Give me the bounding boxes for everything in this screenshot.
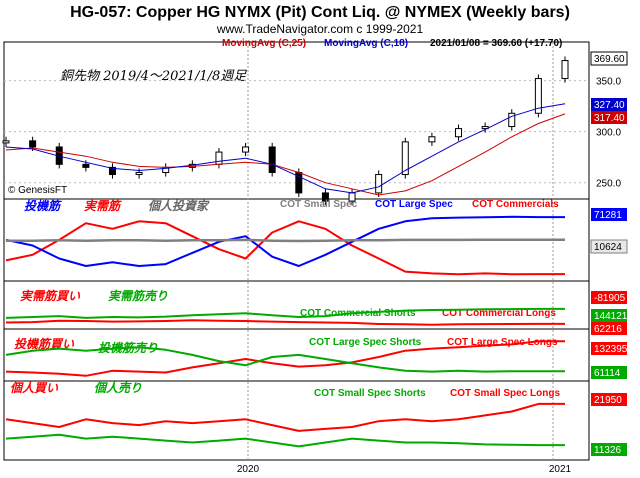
ma18-legend: MovingAvg (C,18): [324, 38, 408, 49]
price-bar-body: [375, 174, 383, 194]
value-box-frame: [591, 342, 627, 355]
legend-commercials: COT Commercials: [472, 199, 559, 210]
price-bar-body: [428, 136, 436, 143]
note-japanese: 銅先物 2019/4～2021/1/8週足: [60, 69, 247, 84]
value-box-frame: [591, 443, 627, 456]
value-box-frame: [591, 393, 627, 406]
value-box-text: 132395: [594, 344, 628, 355]
value-box-text: 369.60: [594, 54, 625, 65]
value-box-frame: [590, 51, 628, 66]
value-box-last: 369.60: [590, 51, 628, 66]
value-box-ma25: 317.40: [591, 111, 627, 124]
chart-source: www.TradeNavigator.com c 1999-2021: [216, 22, 424, 36]
price-bar-body: [268, 146, 276, 173]
series-line: [5, 215, 565, 267]
value-box-large-longs: 132395: [591, 342, 628, 355]
value-box-text: 144121: [594, 311, 628, 322]
value-box-text: 317.40: [594, 113, 625, 124]
label-small-sell: 個人売り: [94, 381, 142, 395]
legend-commercial-longs: COT Commercial Longs: [442, 308, 556, 319]
price-bar-body: [401, 141, 409, 176]
x-tick-label: 2020: [237, 464, 260, 475]
price-pane: [2, 56, 589, 206]
price-axis: 250.0 300.0 350.0: [596, 77, 621, 190]
value-box-comm-longs: 62216: [591, 322, 627, 335]
value-box-frame: [591, 98, 627, 111]
price-bar-body: [321, 192, 329, 202]
price-bar-body: [29, 140, 37, 148]
legend-small-spec-shorts: COT Small Spec Shorts: [314, 388, 426, 399]
watermark: © GenesisFT: [8, 185, 67, 196]
series-line: [5, 340, 565, 377]
plot-frame: [3, 41, 590, 461]
series-line: [5, 220, 565, 276]
value-box-frame: [591, 208, 627, 221]
series-line: [5, 346, 565, 373]
label-small-buy: 個人買い: [10, 381, 59, 395]
price-bar-body: [508, 112, 516, 128]
series-line: [5, 402, 565, 432]
price-bar-body: [108, 166, 116, 176]
price-bar-body: [135, 171, 143, 176]
value-box-text: 10624: [594, 242, 622, 253]
label-large-buy: 投機筋買い: [14, 337, 75, 351]
value-box-frame: [591, 366, 627, 379]
legend-small-spec: COT Small Spec: [280, 199, 358, 210]
legend-small-spec-longs: COT Small Spec Longs: [450, 388, 560, 399]
value-box-text: -81905: [594, 293, 626, 304]
label-commercial-sell: 実需筋売り: [108, 289, 168, 303]
value-box-comm: -81905: [591, 291, 627, 304]
value-box-frame: [590, 239, 628, 254]
value-box-small-longs: 21950: [591, 393, 627, 406]
value-box-text: 11326: [594, 445, 622, 456]
ma25-line: [5, 113, 566, 196]
value-box-text: 61114: [594, 368, 621, 379]
price-bar-body: [561, 60, 569, 80]
label-commercial-buy: 実需筋買い: [20, 289, 81, 303]
label-small-traders: 個人投資家: [148, 199, 210, 213]
series-line: [5, 307, 565, 319]
price-bar-body: [2, 140, 10, 144]
y-tick-label: 300.0: [596, 128, 621, 139]
legend-large-spec: COT Large Spec: [375, 199, 453, 210]
last-quote: 2021/01/08 = 369.60 (+17.70): [430, 38, 562, 49]
legend-large-spec-shorts: COT Large Spec Shorts: [309, 337, 422, 348]
y-tick-label: 250.0: [596, 179, 621, 190]
value-box-frame: [591, 322, 627, 335]
value-box-text: 62216: [594, 324, 622, 335]
value-box-large-shorts: 61114: [591, 366, 627, 379]
value-box-text: 21950: [594, 395, 622, 406]
price-bar-body: [242, 146, 250, 153]
ma25-legend: MovingAvg (C,25): [222, 38, 306, 49]
value-box-small-shorts: 11326: [591, 443, 627, 456]
commercial-pane: [5, 307, 565, 326]
x-tick-label: 2021: [549, 464, 572, 475]
value-box-frame: [591, 111, 627, 124]
label-speculators: 投機筋: [24, 199, 62, 213]
price-bar-body: [534, 78, 542, 114]
price-bar-body: [455, 128, 463, 138]
value-box-comm-shorts: 144121: [591, 309, 628, 322]
value-box-large: 71281: [591, 208, 627, 221]
series-line: [5, 319, 565, 326]
value-box-small: 10624: [590, 239, 628, 254]
series-line: [6, 238, 565, 243]
value-box-ma18: 327.40: [591, 98, 627, 111]
small-spec-pane: [5, 402, 565, 448]
price-bar-body: [215, 151, 223, 165]
value-box-frame: [591, 309, 627, 322]
label-commercials: 実需筋: [84, 199, 122, 213]
chart-title: HG-057: Copper HG NYMX (Pit) Cont Liq. @…: [70, 4, 570, 21]
series-line: [5, 433, 565, 448]
legend-large-spec-longs: COT Large Spec Longs: [447, 337, 558, 348]
cot-net-pane: [5, 215, 565, 276]
value-box-text: 327.40: [594, 100, 625, 111]
value-box-frame: [591, 291, 627, 304]
value-box-text: 71281: [594, 210, 622, 221]
price-bar-body: [82, 163, 90, 168]
large-spec-pane: [5, 340, 565, 377]
y-tick-label: 350.0: [596, 77, 621, 88]
ma18-line: [5, 103, 566, 194]
